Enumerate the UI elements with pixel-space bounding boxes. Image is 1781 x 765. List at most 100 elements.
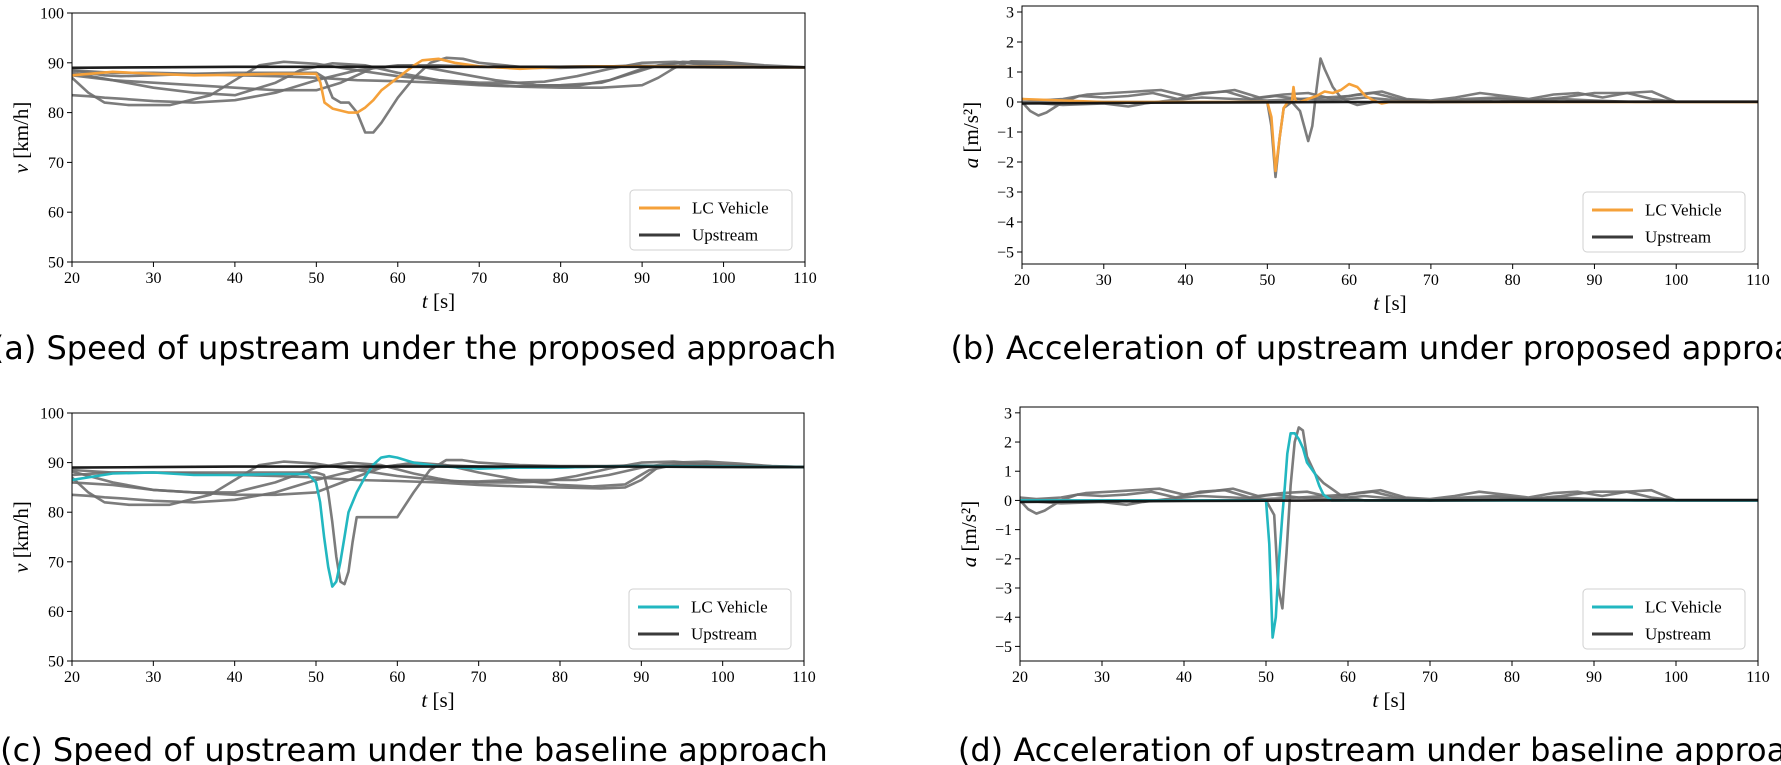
x-tick-label: 90 <box>1586 669 1602 686</box>
x-tick-label: 60 <box>1340 669 1356 686</box>
axes-frame <box>1019 406 1759 662</box>
y-tick-label: −2 <box>997 155 1014 172</box>
chart-a: 20 30 40 50 60 70 80 90 100 110 50 60 70 80 90 100 t [s]… <box>9 6 817 314</box>
y-tick-label: −5 <box>995 639 1012 656</box>
x-tick-label: 40 <box>227 669 243 686</box>
axes-frame <box>71 12 806 263</box>
x-tick-label: 60 <box>389 669 405 686</box>
x-tick-label: 60 <box>390 270 406 287</box>
legend: LC Vehicle Upstream <box>1582 191 1746 253</box>
x-tick-label: 70 <box>1423 272 1439 289</box>
y-tick-label: 80 <box>48 105 64 122</box>
y-tick-label: −3 <box>997 185 1014 202</box>
x-tick-label: 50 <box>1258 669 1274 686</box>
x-axis-label: t [s] <box>422 289 455 313</box>
y-tick-label: 90 <box>48 55 64 72</box>
x-tick-label: 100 <box>711 669 735 686</box>
plot-area <box>72 454 804 588</box>
x-axis-label: t [s] <box>1372 688 1405 712</box>
y-axis-label: a [m/s²] <box>957 501 981 567</box>
y-axis-label: a [m/s²] <box>959 102 983 168</box>
plot-area <box>1020 426 1758 639</box>
y-tick-label: 2 <box>1004 435 1012 452</box>
y-tick-label: 50 <box>48 255 64 272</box>
y-tick-label: −1 <box>995 522 1012 539</box>
legend: LC Vehicle Upstream <box>628 588 792 650</box>
x-tick-label: 80 <box>1505 272 1521 289</box>
plot-area <box>72 56 805 134</box>
x-tick-label: 80 <box>553 270 569 287</box>
figure-caption-b: (b) Acceleration of upstream under propo… <box>950 329 1781 367</box>
x-tick-label: 90 <box>633 669 649 686</box>
y-axis-label: v [km/h] <box>9 501 33 573</box>
x-tick-label: 110 <box>792 669 815 686</box>
legend-label: LC Vehicle <box>1645 598 1722 617</box>
y-tick-label: 70 <box>48 155 64 172</box>
x-axis-label: t [s] <box>1373 291 1406 315</box>
series-line-upstream-4 <box>1020 494 1758 507</box>
x-tick-label: 80 <box>1504 669 1520 686</box>
axes-frame <box>1021 5 1759 265</box>
chart-c: 20 30 40 50 60 70 80 90 100 110 50 60 70 80 90 100 t [s]… <box>9 406 816 713</box>
series-line-upstream-4 <box>1022 96 1758 108</box>
x-tick-label: 50 <box>308 669 324 686</box>
y-tick-label: 90 <box>48 455 64 472</box>
y-tick-label: 3 <box>1006 5 1014 22</box>
x-tick-label: 110 <box>793 270 816 287</box>
x-tick-label: 90 <box>634 270 650 287</box>
y-tick-label: −2 <box>995 551 1012 568</box>
series-line-upstream-1 <box>1020 426 1758 610</box>
legend-label: LC Vehicle <box>692 199 769 218</box>
x-tick-label: 20 <box>64 669 80 686</box>
legend-label: Upstream <box>692 226 758 245</box>
x-tick-label: 100 <box>1664 272 1688 289</box>
legend-label: Upstream <box>691 625 757 644</box>
y-tick-label: −5 <box>997 245 1014 262</box>
x-tick-label: 60 <box>1341 272 1357 289</box>
x-tick-label: 30 <box>1096 272 1112 289</box>
legend-label: Upstream <box>1645 625 1711 644</box>
series-line-upstream-5 <box>1022 100 1758 105</box>
x-tick-label: 30 <box>145 270 161 287</box>
x-tick-label: 70 <box>1422 669 1438 686</box>
x-tick-label: 100 <box>1664 669 1688 686</box>
x-tick-label: 90 <box>1586 272 1602 289</box>
chart-b: 20 30 40 50 60 70 80 90 100 110 −5 −4 −3 −2 −1 0 1 2 3 t [s… <box>959 5 1770 316</box>
y-tick-label: −4 <box>995 610 1012 627</box>
series-line-upstream-3 <box>1020 487 1758 502</box>
y-tick-label: 60 <box>48 205 64 222</box>
plot-area <box>1022 57 1758 179</box>
x-tick-label: 40 <box>1178 272 1194 289</box>
axes-frame <box>71 412 805 662</box>
series-line-lc-vehicle <box>72 454 804 588</box>
series-line-upstream-7 <box>72 465 804 469</box>
x-tick-label: 30 <box>1094 669 1110 686</box>
x-tick-label: 70 <box>471 669 487 686</box>
y-tick-label: 80 <box>48 505 64 522</box>
x-tick-label: 20 <box>1012 669 1028 686</box>
y-tick-label: 0 <box>1006 95 1014 112</box>
x-tick-label: 50 <box>1259 272 1275 289</box>
series-line-upstream-3 <box>72 460 804 494</box>
legend: LC Vehicle Upstream <box>629 189 793 251</box>
x-tick-label: 50 <box>308 270 324 287</box>
y-tick-label: 1 <box>1004 464 1012 481</box>
y-tick-label: 100 <box>40 6 64 23</box>
x-tick-label: 80 <box>552 669 568 686</box>
y-tick-label: 0 <box>1004 493 1012 510</box>
y-tick-label: 70 <box>48 554 64 571</box>
series-line-upstream-5 <box>1020 498 1758 504</box>
figure-caption-a: (a) Speed of upstream under the proposed… <box>0 329 836 367</box>
x-tick-label: 70 <box>471 270 487 287</box>
y-tick-label: 2 <box>1006 35 1014 52</box>
legend: LC Vehicle Upstream <box>1582 588 1746 650</box>
x-tick-label: 110 <box>1746 669 1769 686</box>
legend-label: LC Vehicle <box>1645 201 1722 220</box>
y-tick-label: 100 <box>40 406 64 423</box>
series-line-upstream-1 <box>72 458 804 586</box>
series-line-upstream-7 <box>72 65 805 70</box>
y-tick-label: −4 <box>997 215 1014 232</box>
legend-label: Upstream <box>1645 228 1711 247</box>
chart-d: 20 30 40 50 60 70 80 90 100 110 −5 −4 −3 −2 −1 0 1 2 3 t [s… <box>957 405 1770 712</box>
